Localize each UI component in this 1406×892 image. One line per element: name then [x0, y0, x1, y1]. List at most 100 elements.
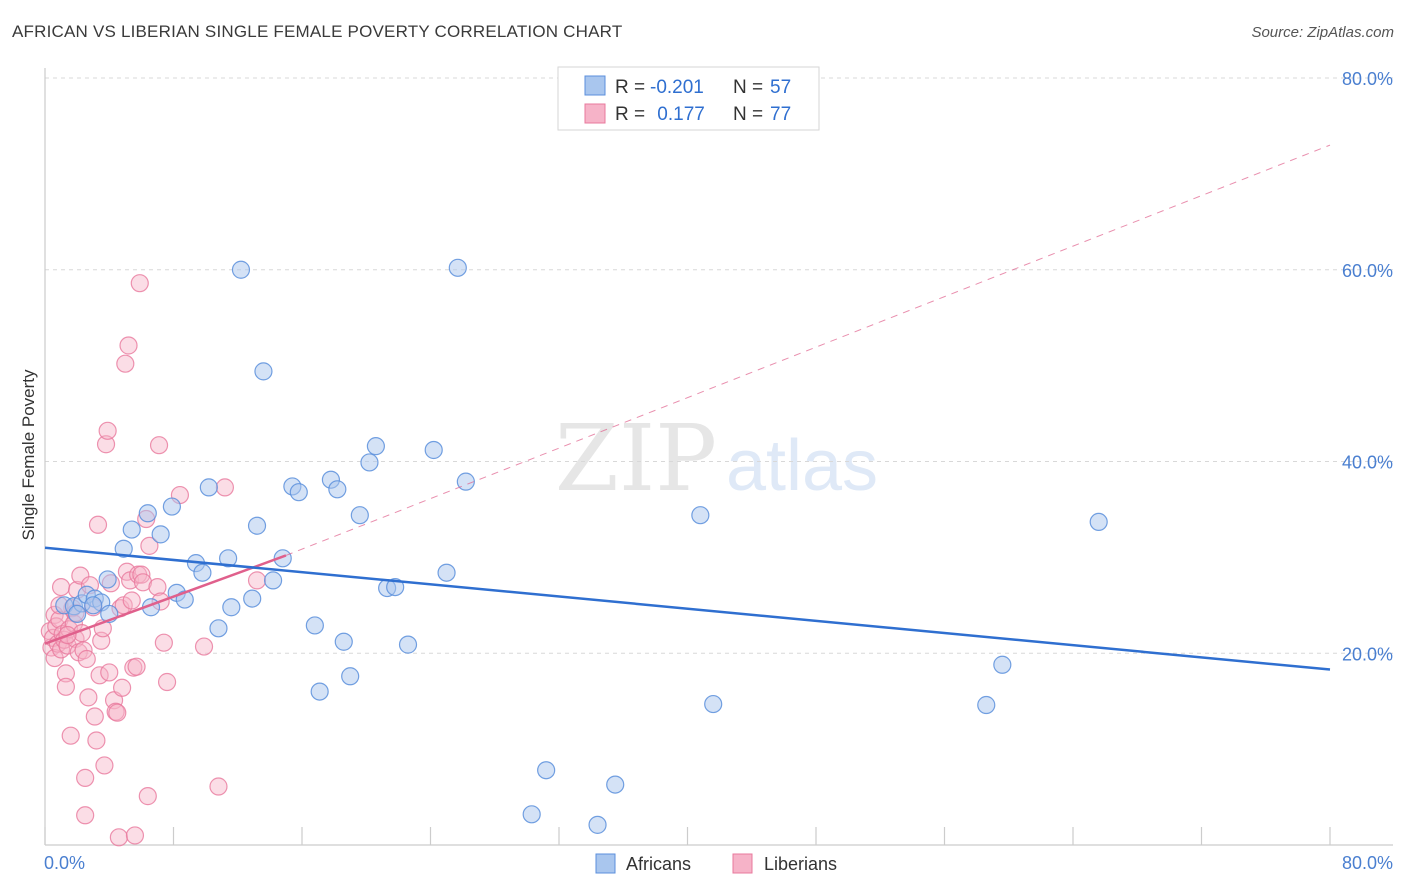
african-point-9 — [122, 520, 141, 539]
african-point-10 — [138, 504, 157, 523]
liberian-point-39 — [98, 421, 117, 440]
y-tick-label-2: 60.0% — [1342, 261, 1393, 281]
african-point-30 — [305, 616, 324, 635]
legend-n-value-liberians: 77 — [770, 104, 791, 125]
african-point-23 — [243, 589, 262, 608]
african-point-53 — [993, 655, 1012, 674]
liberian-point-47 — [112, 678, 132, 697]
african-point-47 — [537, 761, 556, 780]
african-point-24 — [247, 516, 267, 535]
liberian-point-37 — [95, 756, 114, 775]
bottom-legend-liberians: Liberians — [764, 854, 837, 874]
african-point-8 — [114, 539, 133, 558]
african-point-25 — [254, 362, 273, 381]
liberian-point-45 — [109, 828, 128, 847]
liberian-point-60 — [133, 573, 153, 592]
top-legend: R = -0.201 N = 57 R = 0.177 N = 77 — [557, 66, 820, 131]
legend-r-label-africans: R = — [615, 77, 645, 98]
african-point-55 — [84, 596, 103, 615]
african-point-38 — [366, 437, 385, 456]
liberians-trend-extension — [285, 144, 1331, 556]
liberian-point-9 — [51, 577, 71, 597]
african-point-36 — [350, 506, 369, 525]
y-tick-labels: 20.0% 40.0% 60.0% 80.0% — [1342, 69, 1393, 664]
liberian-point-49 — [116, 354, 135, 373]
trend-lines — [44, 144, 1331, 671]
legend-swatch-liberians — [584, 103, 606, 124]
liberian-point-43 — [106, 702, 125, 721]
african-point-20 — [219, 549, 238, 568]
african-point-49 — [606, 775, 625, 794]
bottom-legend-africans: Africans — [626, 854, 691, 874]
liberian-point-64 — [148, 577, 167, 597]
african-point-37 — [360, 453, 379, 472]
liberian-point-59 — [132, 565, 151, 584]
african-point-19 — [209, 619, 228, 638]
african-point-43 — [437, 563, 456, 582]
african-point-26 — [263, 571, 283, 590]
liberian-point-13 — [56, 677, 75, 696]
liberian-point-16 — [61, 726, 80, 745]
african-point-6 — [98, 570, 117, 589]
african-point-17 — [193, 563, 212, 582]
source-credit: Source: ZipAtlas.com — [1251, 24, 1394, 41]
african-point-33 — [328, 480, 347, 499]
african-point-42 — [424, 440, 443, 460]
x-tick-label-1: 80.0% — [1342, 853, 1393, 873]
y-tick-label-3: 80.0% — [1342, 69, 1393, 89]
liberian-point-22 — [71, 566, 90, 585]
chart-title: AFRICAN VS LIBERIAN SINGLE FEMALE POVERT… — [12, 22, 623, 41]
african-point-27 — [273, 549, 292, 568]
legend-n-value-africans: 57 — [770, 77, 791, 98]
african-point-40 — [386, 577, 405, 597]
african-point-45 — [456, 472, 475, 491]
african-point-50 — [691, 506, 710, 525]
watermark-zip: ZIP — [555, 405, 717, 512]
bottom-legend: Africans Liberians — [595, 853, 837, 874]
african-point-29 — [289, 483, 308, 502]
liberian-point-53 — [122, 591, 141, 610]
liberian-point-73 — [247, 571, 267, 590]
liberian-point-51 — [119, 336, 138, 355]
african-point-56 — [68, 604, 87, 624]
african-point-34 — [334, 632, 353, 651]
liberian-point-72 — [215, 478, 234, 497]
bottom-legend-swatch-liberians — [732, 853, 753, 874]
y-tick-label-1: 40.0% — [1342, 453, 1393, 473]
bottom-legend-swatch-africans — [595, 853, 616, 874]
y-axis-label: Single Female Poverty — [19, 369, 38, 541]
african-point-31 — [310, 682, 329, 701]
legend-n-label-africans: N = — [733, 77, 763, 98]
african-point-51 — [704, 694, 723, 714]
x-tick-labels: 0.0% 80.0% — [44, 853, 1393, 873]
liberians-trend-line — [44, 554, 287, 645]
liberian-point-68 — [157, 672, 177, 692]
african-point-46 — [522, 805, 541, 824]
legend-swatch-africans — [584, 75, 606, 96]
legend-r-value-africans: -0.201 — [650, 77, 704, 98]
legend-n-label-liberians: N = — [733, 104, 763, 125]
liberian-point-28 — [79, 688, 98, 707]
legend-r-label-liberians: R = — [615, 104, 645, 125]
liberian-point-40 — [100, 663, 119, 682]
liberian-point-27 — [77, 649, 96, 669]
liberian-point-31 — [85, 707, 104, 726]
liberian-point-71 — [209, 777, 228, 796]
liberian-point-65 — [149, 436, 169, 455]
african-point-13 — [162, 497, 181, 516]
liberian-point-62 — [138, 787, 157, 806]
africans-points — [55, 258, 1108, 834]
x-tick-label-0: 0.0% — [44, 853, 85, 873]
liberian-point-32 — [87, 731, 106, 750]
liberian-point-12 — [56, 664, 75, 683]
liberian-point-63 — [140, 536, 159, 555]
legend-r-value-liberians: 0.177 — [652, 104, 705, 125]
liberian-point-38 — [96, 435, 116, 454]
watermark-atlas: atlas — [726, 426, 878, 506]
liberians-points — [40, 274, 267, 847]
liberian-point-58 — [130, 274, 149, 293]
liberian-point-33 — [88, 515, 108, 534]
african-point-18 — [199, 478, 218, 497]
liberian-point-67 — [154, 633, 173, 652]
